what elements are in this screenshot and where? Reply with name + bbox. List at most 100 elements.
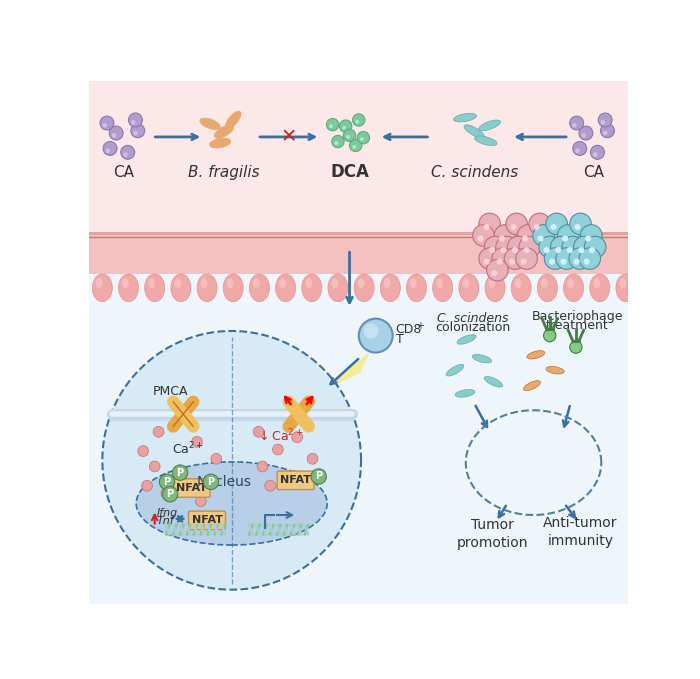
Circle shape	[572, 123, 577, 128]
Circle shape	[509, 259, 515, 265]
Ellipse shape	[546, 367, 564, 374]
Text: C. scindens: C. scindens	[437, 312, 508, 325]
Ellipse shape	[305, 278, 312, 288]
Circle shape	[346, 135, 350, 139]
Ellipse shape	[223, 274, 244, 301]
Circle shape	[499, 236, 505, 242]
Text: DCA: DCA	[330, 164, 369, 181]
Circle shape	[519, 236, 540, 258]
Ellipse shape	[200, 278, 207, 288]
Circle shape	[491, 270, 497, 276]
Circle shape	[484, 259, 490, 265]
Text: CD8: CD8	[395, 323, 422, 336]
Circle shape	[508, 236, 529, 258]
Ellipse shape	[253, 278, 260, 288]
Circle shape	[570, 341, 582, 353]
Text: P: P	[315, 471, 322, 481]
Ellipse shape	[459, 274, 479, 301]
Ellipse shape	[538, 274, 557, 301]
Circle shape	[203, 477, 214, 488]
Circle shape	[601, 120, 605, 125]
Circle shape	[192, 437, 202, 447]
Text: ✕: ✕	[281, 128, 297, 147]
Circle shape	[121, 145, 134, 160]
Ellipse shape	[249, 274, 270, 301]
Circle shape	[570, 116, 584, 130]
Circle shape	[570, 213, 592, 235]
Circle shape	[550, 224, 556, 230]
FancyBboxPatch shape	[277, 471, 314, 490]
Circle shape	[601, 124, 615, 138]
Circle shape	[342, 126, 346, 130]
Circle shape	[102, 331, 361, 589]
Circle shape	[160, 474, 175, 490]
Circle shape	[326, 118, 339, 131]
Circle shape	[538, 236, 544, 242]
Ellipse shape	[464, 125, 484, 139]
Circle shape	[539, 236, 561, 258]
Circle shape	[353, 114, 365, 126]
Circle shape	[307, 454, 318, 464]
Ellipse shape	[514, 278, 522, 288]
Circle shape	[332, 135, 344, 148]
Ellipse shape	[171, 274, 191, 301]
Circle shape	[484, 224, 490, 230]
Ellipse shape	[541, 278, 548, 288]
Text: +: +	[416, 320, 423, 331]
Text: treatment: treatment	[546, 319, 609, 332]
Text: colonization: colonization	[435, 321, 510, 334]
Bar	[90, 232, 629, 274]
Circle shape	[500, 247, 507, 253]
Text: NFAT: NFAT	[192, 515, 223, 526]
Ellipse shape	[354, 274, 374, 301]
Text: Anti-tumor
immunity: Anti-tumor immunity	[543, 516, 618, 548]
Ellipse shape	[436, 278, 443, 288]
Ellipse shape	[118, 274, 139, 301]
Ellipse shape	[564, 274, 584, 301]
Circle shape	[584, 236, 606, 258]
Circle shape	[557, 225, 579, 246]
Circle shape	[479, 213, 500, 235]
Circle shape	[352, 145, 356, 149]
Circle shape	[484, 236, 506, 258]
Circle shape	[556, 248, 578, 270]
Circle shape	[133, 131, 138, 135]
Circle shape	[496, 236, 517, 258]
Circle shape	[584, 259, 590, 265]
Circle shape	[574, 224, 580, 230]
Circle shape	[479, 248, 500, 270]
Ellipse shape	[214, 125, 234, 139]
Circle shape	[253, 426, 264, 437]
Circle shape	[561, 259, 567, 265]
Circle shape	[477, 236, 484, 242]
Ellipse shape	[279, 278, 286, 288]
Circle shape	[109, 126, 123, 140]
Circle shape	[504, 248, 526, 270]
Ellipse shape	[92, 274, 112, 301]
Circle shape	[578, 247, 584, 253]
Circle shape	[357, 132, 370, 144]
Ellipse shape	[380, 274, 400, 301]
Ellipse shape	[527, 351, 545, 359]
Ellipse shape	[410, 278, 417, 288]
Circle shape	[103, 141, 117, 155]
Ellipse shape	[462, 278, 469, 288]
Circle shape	[579, 126, 593, 140]
Ellipse shape	[473, 354, 491, 363]
Bar	[90, 236, 629, 604]
Text: P: P	[167, 489, 174, 499]
Circle shape	[311, 469, 326, 484]
Ellipse shape	[145, 274, 164, 301]
Circle shape	[589, 247, 595, 253]
Ellipse shape	[225, 111, 241, 129]
Text: P: P	[207, 477, 214, 487]
Text: CA: CA	[583, 165, 604, 180]
Circle shape	[555, 247, 561, 253]
Circle shape	[512, 247, 518, 253]
Ellipse shape	[511, 274, 531, 301]
Circle shape	[533, 225, 554, 246]
Circle shape	[522, 236, 528, 242]
Circle shape	[340, 120, 352, 132]
Circle shape	[549, 259, 555, 265]
Bar	[90, 81, 629, 236]
